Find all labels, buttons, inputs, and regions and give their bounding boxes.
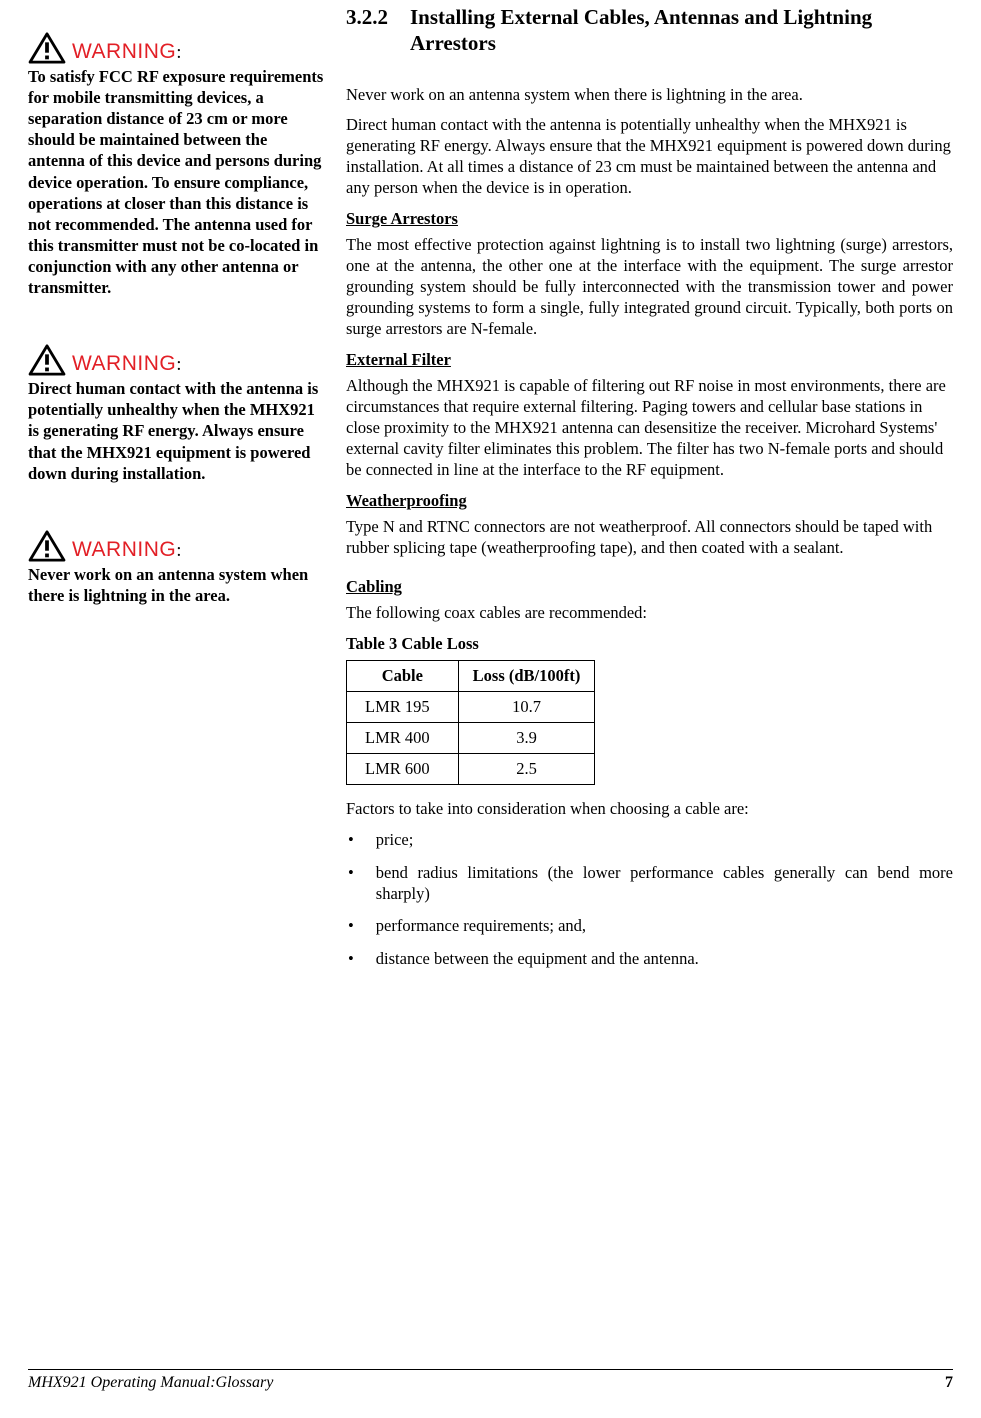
footer-title: MHX921 Operating Manual:Glossary xyxy=(28,1374,273,1392)
warning-body: Never work on an antenna system when the… xyxy=(28,564,328,606)
bullet-icon: • xyxy=(348,863,354,905)
warning-label: WARNING xyxy=(72,352,176,375)
footer-divider xyxy=(28,1369,953,1370)
table-cell: 2.5 xyxy=(458,753,595,784)
factors-list: • price; • bend radius limitations (the lo… xyxy=(346,830,953,971)
paragraph: Type N and RTNC connectors are not weath… xyxy=(346,517,953,559)
paragraph: Although the MHX921 is capable of filter… xyxy=(346,376,953,481)
warning-label: WARNING xyxy=(72,538,176,561)
paragraph: The following coax cables are recommende… xyxy=(346,603,953,624)
warning-body: Direct human contact with the antenna is… xyxy=(28,378,328,484)
warning-block: WARNING: Never work on an antenna system… xyxy=(28,530,328,606)
subheading-cabling: Cabling xyxy=(346,577,953,597)
list-item-text: price; xyxy=(376,830,414,851)
list-item: • distance between the equipment and the … xyxy=(348,949,953,970)
bullet-icon: • xyxy=(348,949,354,970)
table-header-row: Cable Loss (dB/100ft) xyxy=(347,660,595,691)
warning-triangle-icon xyxy=(28,32,66,64)
warning-header: WARNING: xyxy=(28,32,328,64)
section-heading: 3.2.2 Installing External Cables, Antenn… xyxy=(346,4,953,57)
subheading-filter: External Filter xyxy=(346,350,953,370)
page-number: 7 xyxy=(945,1374,953,1392)
bullet-icon: • xyxy=(348,916,354,937)
paragraph: Direct human contact with the antenna is… xyxy=(346,115,953,199)
table-cell: LMR 195 xyxy=(347,691,459,722)
list-item-text: performance requirements; and, xyxy=(376,916,586,937)
warning-header: WARNING: xyxy=(28,530,328,562)
subheading-weather: Weatherproofing xyxy=(346,491,953,511)
paragraph: Never work on an antenna system when the… xyxy=(346,85,953,106)
list-item-text: distance between the equipment and the a… xyxy=(376,949,699,970)
sidebar: WARNING: To satisfy FCC RF exposure requ… xyxy=(28,4,328,982)
table-header-cell: Loss (dB/100ft) xyxy=(458,660,595,691)
paragraph: The most effective protection against li… xyxy=(346,235,953,340)
warning-colon: : xyxy=(176,354,181,375)
warning-colon: : xyxy=(176,42,181,63)
warning-body: To satisfy FCC RF exposure requirements … xyxy=(28,66,328,298)
bullet-icon: • xyxy=(348,830,354,851)
table-header-cell: Cable xyxy=(347,660,459,691)
table-cell: LMR 400 xyxy=(347,722,459,753)
table-cell: 3.9 xyxy=(458,722,595,753)
section-number: 3.2.2 xyxy=(346,4,388,57)
table-title: Table 3 Cable Loss xyxy=(346,634,953,654)
warning-triangle-icon xyxy=(28,344,66,376)
table-row: LMR 400 3.9 xyxy=(347,722,595,753)
warning-colon: : xyxy=(176,540,181,561)
section-title: Installing External Cables, Antennas and… xyxy=(410,4,953,57)
list-item: • bend radius limitations (the lower perf… xyxy=(348,863,953,905)
table-cell: LMR 600 xyxy=(347,753,459,784)
page-footer: MHX921 Operating Manual:Glossary 7 xyxy=(28,1369,953,1392)
list-item: • performance requirements; and, xyxy=(348,916,953,937)
warning-block: WARNING: Direct human contact with the a… xyxy=(28,344,328,484)
warning-header: WARNING: xyxy=(28,344,328,376)
table-row: LMR 600 2.5 xyxy=(347,753,595,784)
paragraph: Factors to take into consideration when … xyxy=(346,799,953,820)
table-cell: 10.7 xyxy=(458,691,595,722)
list-item: • price; xyxy=(348,830,953,851)
subheading-surge: Surge Arrestors xyxy=(346,209,953,229)
table-row: LMR 195 10.7 xyxy=(347,691,595,722)
list-item-text: bend radius limitations (the lower perfo… xyxy=(376,863,953,905)
cable-loss-table: Cable Loss (dB/100ft) LMR 195 10.7 LMR 4… xyxy=(346,660,595,785)
warning-label: WARNING xyxy=(72,40,176,63)
warning-block: WARNING: To satisfy FCC RF exposure requ… xyxy=(28,32,328,298)
warning-triangle-icon xyxy=(28,530,66,562)
main-content: 3.2.2 Installing External Cables, Antenn… xyxy=(346,4,953,982)
